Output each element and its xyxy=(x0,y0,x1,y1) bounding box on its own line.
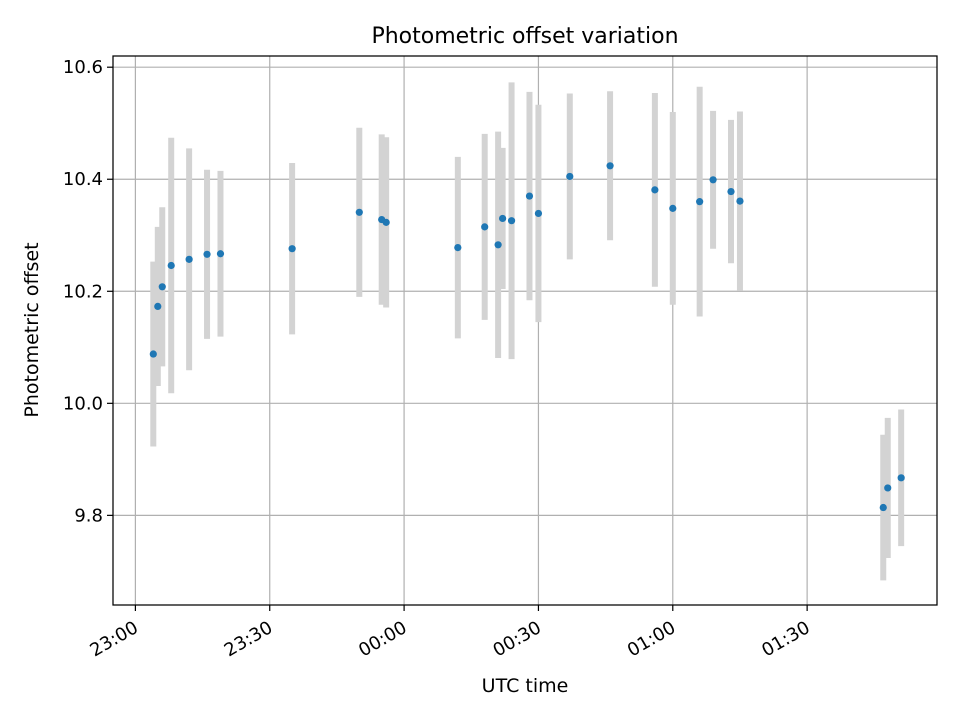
data-point xyxy=(897,474,905,482)
data-point xyxy=(216,250,225,258)
data-point xyxy=(167,261,175,270)
y-tick-label: 10.4 xyxy=(63,169,103,190)
data-point xyxy=(154,302,162,311)
data-point xyxy=(203,250,211,258)
data-point xyxy=(288,245,296,253)
y-tick-label: 10.6 xyxy=(63,57,103,78)
grid-lines xyxy=(113,56,937,605)
data-point xyxy=(736,197,744,205)
data-point xyxy=(185,255,193,263)
data-point xyxy=(525,192,534,200)
data-point xyxy=(651,186,659,194)
data-point xyxy=(158,283,166,291)
data-point xyxy=(709,176,717,184)
data-point xyxy=(382,218,390,226)
data-point xyxy=(507,217,516,225)
y-tick-label: 10.2 xyxy=(63,281,103,302)
data-point xyxy=(884,484,892,492)
data-point xyxy=(879,503,887,512)
y-axis-label: Photometric offset xyxy=(21,242,43,417)
data-point xyxy=(494,241,502,249)
data-point xyxy=(355,208,363,216)
x-axis-label: UTC time xyxy=(482,675,569,697)
data-point xyxy=(696,198,704,206)
plot-area-frame xyxy=(112,55,938,606)
chart-title: Photometric offset variation xyxy=(371,24,678,49)
data-point xyxy=(149,350,157,358)
y-tick-label: 10.0 xyxy=(63,393,103,414)
data-point xyxy=(566,172,574,181)
data-points xyxy=(149,162,905,512)
data-point xyxy=(534,209,543,218)
data-point xyxy=(481,223,489,231)
data-point xyxy=(454,243,462,252)
data-point xyxy=(606,162,614,170)
y-tick-label: 9.8 xyxy=(74,505,103,526)
data-point xyxy=(499,214,507,223)
data-point xyxy=(669,204,677,212)
data-point xyxy=(727,187,735,196)
